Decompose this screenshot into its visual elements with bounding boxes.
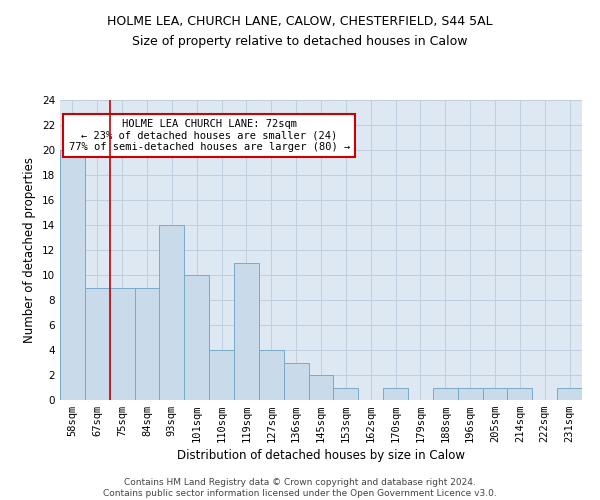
Bar — [284, 362, 308, 400]
Bar — [234, 262, 259, 400]
Bar — [60, 150, 85, 400]
Bar — [334, 388, 358, 400]
Bar — [184, 275, 209, 400]
Bar — [557, 388, 582, 400]
Bar — [259, 350, 284, 400]
Text: Contains HM Land Registry data © Crown copyright and database right 2024.
Contai: Contains HM Land Registry data © Crown c… — [103, 478, 497, 498]
Text: Size of property relative to detached houses in Calow: Size of property relative to detached ho… — [132, 35, 468, 48]
Bar — [482, 388, 508, 400]
Bar — [160, 225, 184, 400]
Bar — [433, 388, 458, 400]
X-axis label: Distribution of detached houses by size in Calow: Distribution of detached houses by size … — [177, 450, 465, 462]
Bar — [308, 375, 334, 400]
Bar — [383, 388, 408, 400]
Text: HOLME LEA CHURCH LANE: 72sqm
← 23% of detached houses are smaller (24)
77% of se: HOLME LEA CHURCH LANE: 72sqm ← 23% of de… — [68, 118, 350, 152]
Text: HOLME LEA, CHURCH LANE, CALOW, CHESTERFIELD, S44 5AL: HOLME LEA, CHURCH LANE, CALOW, CHESTERFI… — [107, 15, 493, 28]
Y-axis label: Number of detached properties: Number of detached properties — [23, 157, 37, 343]
Bar — [85, 288, 110, 400]
Bar — [508, 388, 532, 400]
Bar — [110, 288, 134, 400]
Bar — [134, 288, 160, 400]
Bar — [458, 388, 482, 400]
Bar — [209, 350, 234, 400]
